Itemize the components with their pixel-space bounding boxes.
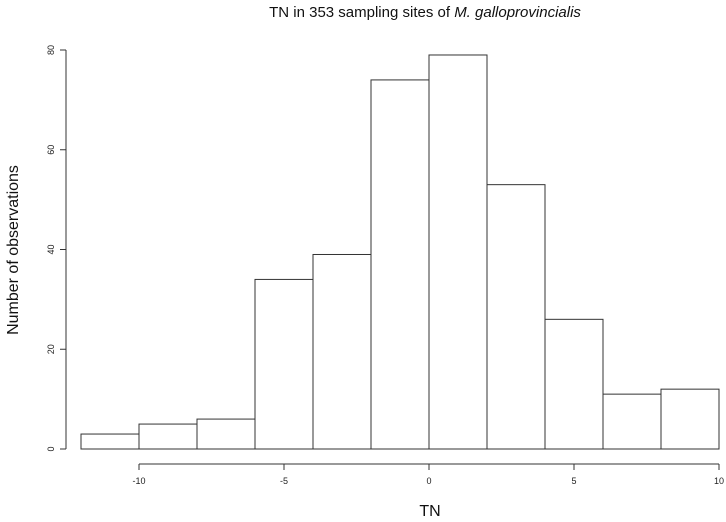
y-tick-label: 40 bbox=[46, 244, 56, 254]
chart-title: TN in 353 sampling sites of M. galloprov… bbox=[269, 4, 581, 21]
histogram-bar bbox=[602, 393, 662, 450]
histogram-bar bbox=[370, 79, 430, 450]
bars-group bbox=[80, 54, 720, 450]
histogram-bar bbox=[544, 318, 604, 450]
x-tick-label: 10 bbox=[714, 476, 724, 486]
histogram-bar bbox=[428, 54, 488, 450]
y-tick-label: 0 bbox=[46, 446, 56, 451]
histogram-bar bbox=[196, 418, 256, 450]
x-axis: -10 -5 0 5 10 bbox=[132, 463, 724, 486]
y-tick-label: 60 bbox=[46, 145, 56, 155]
chart-title-main: TN in 353 sampling sites of bbox=[269, 4, 454, 21]
y-axis: 0 20 40 60 80 bbox=[46, 45, 67, 452]
chart-title-species: M. galloprovincialis bbox=[454, 4, 581, 21]
x-tick-label: 5 bbox=[571, 476, 576, 486]
x-tick-label: -5 bbox=[280, 476, 288, 486]
x-tick-label: -10 bbox=[132, 476, 145, 486]
y-tick-label: 80 bbox=[46, 45, 56, 55]
histogram-bar bbox=[660, 388, 720, 450]
y-axis-label: Number of observations bbox=[5, 165, 22, 335]
histogram-bar bbox=[138, 423, 198, 450]
x-axis-label: TN bbox=[419, 503, 440, 520]
histogram-bar bbox=[486, 184, 546, 450]
histogram-bar bbox=[80, 433, 140, 450]
histogram-bar bbox=[254, 278, 314, 450]
x-tick-label: 0 bbox=[426, 476, 431, 486]
histogram-bar bbox=[312, 253, 372, 450]
y-tick-label: 20 bbox=[46, 344, 56, 354]
